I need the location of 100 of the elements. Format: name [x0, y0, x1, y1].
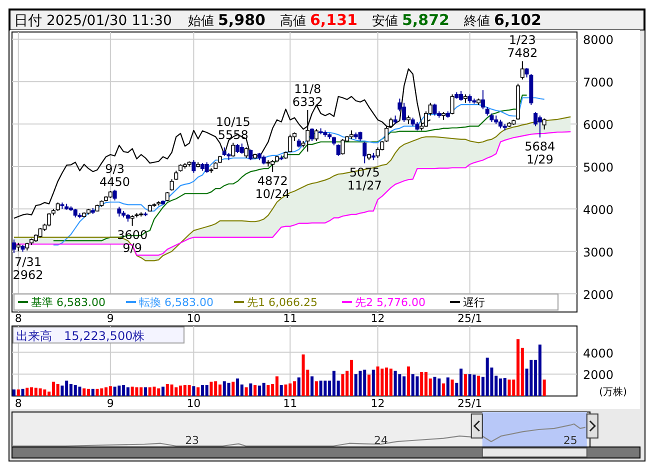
bar — [74, 385, 77, 396]
bar — [420, 372, 424, 396]
bar — [314, 381, 318, 396]
bar — [135, 387, 138, 396]
bar — [244, 387, 248, 396]
bar — [503, 378, 506, 396]
bar — [262, 382, 266, 396]
bar — [350, 360, 353, 396]
bar — [468, 374, 472, 396]
x-tick-label: 24 — [374, 434, 388, 447]
bar — [280, 385, 283, 396]
x-tick-label: 25 — [563, 434, 578, 447]
y-tick-label: 6000 — [583, 118, 614, 132]
x-tick-label: 10 — [186, 312, 201, 325]
annotation: 7/31 2962 — [12, 254, 44, 282]
annotation: 1/23 7482 — [507, 33, 538, 60]
bar — [210, 382, 213, 396]
bar — [319, 380, 322, 396]
bar — [254, 385, 257, 396]
candlestick — [480, 90, 485, 110]
bar — [21, 388, 24, 396]
bar — [236, 378, 240, 396]
bar — [205, 385, 208, 396]
bar — [284, 384, 288, 396]
bar — [389, 368, 392, 396]
bar — [538, 344, 542, 396]
text: 始値 5,980 — [188, 11, 266, 29]
bar — [530, 360, 533, 396]
text: 終値 6,102 — [463, 11, 542, 29]
bar — [266, 385, 270, 396]
bar — [542, 380, 546, 396]
bar — [78, 386, 82, 396]
x-tick-label: 8 — [14, 397, 22, 410]
bar — [297, 377, 300, 396]
bar — [477, 376, 480, 396]
bar — [376, 366, 380, 396]
candlestick — [450, 94, 454, 115]
bar — [43, 389, 46, 396]
bar — [411, 374, 414, 396]
bar — [324, 380, 327, 396]
bar — [174, 387, 178, 396]
y-tick-label: 7000 — [583, 76, 614, 90]
x-tick-label: 10 — [186, 397, 201, 410]
bar — [56, 384, 60, 396]
x-tick-label: 8 — [14, 312, 22, 325]
bar — [341, 374, 344, 396]
x-tick-label: 25/1 — [457, 397, 482, 410]
x-tick-label: 12 — [370, 397, 385, 410]
text: 高値 6,131 — [280, 11, 358, 29]
bar — [472, 374, 476, 396]
bar — [162, 386, 165, 396]
bar — [442, 383, 446, 396]
x-tick-label: 9 — [106, 312, 114, 325]
bar — [130, 386, 134, 396]
bar — [12, 389, 16, 396]
y-tick-label: 2000 — [583, 288, 614, 302]
bar — [394, 370, 397, 396]
bar — [126, 387, 130, 396]
bar — [91, 388, 94, 396]
bar — [354, 374, 358, 396]
chart-title: 日付 2025/01/30 11:30 — [14, 13, 172, 29]
bar — [38, 388, 42, 396]
bar — [196, 387, 200, 396]
bar — [157, 388, 160, 396]
y-tick-label: 4000 — [583, 346, 614, 360]
x-tick-label: 23 — [185, 434, 200, 447]
bar — [26, 388, 29, 396]
legend-label: 先1 6,066.25 — [247, 296, 318, 309]
bar — [232, 382, 235, 396]
bar — [82, 388, 86, 396]
y-tick-label: 8000 — [583, 33, 614, 48]
bar — [218, 384, 222, 396]
bar — [398, 374, 402, 396]
candlestick — [432, 103, 437, 116]
bar — [96, 388, 99, 396]
bar — [188, 385, 191, 396]
bar — [406, 366, 410, 396]
bar — [108, 386, 112, 396]
bar — [358, 370, 362, 396]
bar — [310, 376, 314, 396]
bar — [302, 354, 305, 396]
bar — [100, 388, 104, 396]
bar — [446, 377, 450, 396]
candlestick — [520, 60, 524, 80]
bar — [118, 386, 121, 396]
y-axis-title: (万株) — [599, 386, 627, 398]
bar — [433, 376, 436, 396]
x-tick-label: 11 — [283, 397, 298, 410]
x-tick-label: 25/1 — [457, 312, 482, 325]
bar — [368, 374, 371, 396]
x-tick-label: 12 — [370, 312, 385, 325]
bar — [227, 382, 230, 396]
bar — [464, 374, 467, 396]
bar — [16, 389, 20, 396]
bar — [192, 386, 196, 396]
legend-label: 遅行 — [463, 296, 485, 309]
legend-label: 先2 5,776.00 — [355, 296, 426, 309]
annotation: 11/8 6332 — [292, 82, 323, 109]
y-tick-label: 5000 — [583, 160, 614, 174]
bar — [152, 386, 156, 396]
